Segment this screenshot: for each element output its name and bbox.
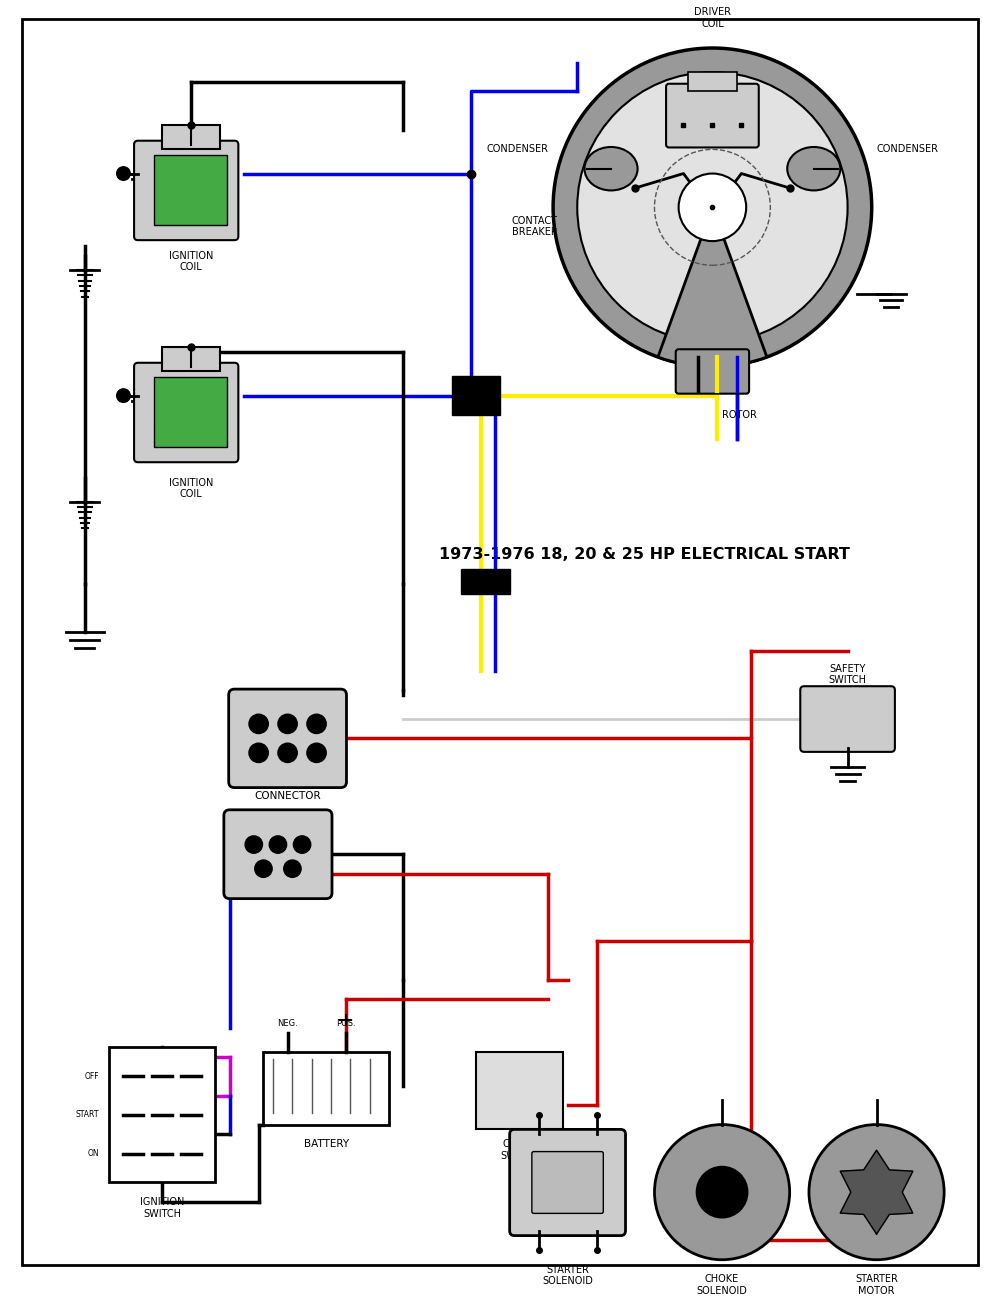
- Ellipse shape: [584, 147, 638, 191]
- Text: DRIVER
COIL: DRIVER COIL: [694, 6, 731, 29]
- Bar: [154, 377, 227, 447]
- Text: IGNITION
COIL: IGNITION COIL: [169, 251, 213, 273]
- Text: STARTER
MOTOR: STARTER MOTOR: [855, 1274, 898, 1296]
- FancyBboxPatch shape: [229, 688, 346, 787]
- Text: START: START: [76, 1111, 99, 1120]
- Circle shape: [553, 48, 872, 366]
- FancyBboxPatch shape: [800, 686, 895, 752]
- Text: POS.: POS.: [336, 1018, 355, 1028]
- Bar: [688, 73, 737, 91]
- Text: ROTOR: ROTOR: [722, 410, 757, 420]
- Text: SAFETY
SWITCH: SAFETY SWITCH: [829, 664, 867, 686]
- Circle shape: [117, 166, 130, 181]
- Text: CONDENSER: CONDENSER: [877, 144, 939, 155]
- Bar: [154, 155, 227, 225]
- Circle shape: [249, 714, 268, 734]
- Text: CHOKE
SOLENOID: CHOKE SOLENOID: [697, 1274, 748, 1296]
- Wedge shape: [658, 208, 767, 366]
- Bar: [162, 347, 220, 372]
- FancyBboxPatch shape: [224, 809, 332, 899]
- FancyBboxPatch shape: [134, 362, 238, 462]
- Circle shape: [679, 174, 746, 242]
- Text: STARTER
SOLENOID: STARTER SOLENOID: [542, 1264, 593, 1286]
- Circle shape: [284, 860, 301, 877]
- Polygon shape: [840, 1150, 913, 1234]
- Bar: [162, 125, 220, 149]
- FancyBboxPatch shape: [510, 1129, 626, 1235]
- Circle shape: [577, 73, 848, 343]
- Text: IGNITION
COIL: IGNITION COIL: [169, 478, 213, 499]
- FancyBboxPatch shape: [134, 140, 238, 240]
- Circle shape: [696, 1167, 748, 1218]
- Text: CHOKE
SWITCH: CHOKE SWITCH: [500, 1139, 538, 1160]
- Ellipse shape: [787, 147, 840, 191]
- Circle shape: [269, 835, 287, 853]
- Circle shape: [245, 835, 262, 853]
- Text: IGNITION
SWITCH: IGNITION SWITCH: [140, 1196, 184, 1218]
- Text: CONNECTOR: CONNECTOR: [254, 791, 321, 801]
- Text: NEG.: NEG.: [277, 1018, 298, 1028]
- Bar: [109, 1047, 215, 1182]
- FancyBboxPatch shape: [532, 1152, 603, 1213]
- Circle shape: [249, 743, 268, 763]
- Circle shape: [809, 1125, 944, 1260]
- Circle shape: [307, 743, 326, 763]
- Circle shape: [117, 388, 130, 403]
- Circle shape: [654, 1125, 790, 1260]
- Circle shape: [278, 743, 297, 763]
- Circle shape: [278, 714, 297, 734]
- Text: BATTERY: BATTERY: [304, 1139, 349, 1150]
- Bar: [476, 1052, 563, 1129]
- Text: ON: ON: [88, 1150, 99, 1157]
- Text: 1973-1976 18, 20 & 25 HP ELECTRICAL START: 1973-1976 18, 20 & 25 HP ELECTRICAL STAR…: [439, 547, 850, 562]
- Circle shape: [307, 714, 326, 734]
- Circle shape: [293, 835, 311, 853]
- FancyBboxPatch shape: [666, 83, 759, 148]
- Text: CONTACT
BREAKER: CONTACT BREAKER: [512, 216, 558, 238]
- Bar: [452, 377, 500, 414]
- Circle shape: [255, 860, 272, 877]
- Bar: [461, 569, 510, 594]
- FancyBboxPatch shape: [676, 349, 749, 394]
- Text: CONDENSER: CONDENSER: [486, 144, 548, 155]
- Text: OFF: OFF: [85, 1072, 99, 1081]
- Bar: [263, 1052, 389, 1125]
